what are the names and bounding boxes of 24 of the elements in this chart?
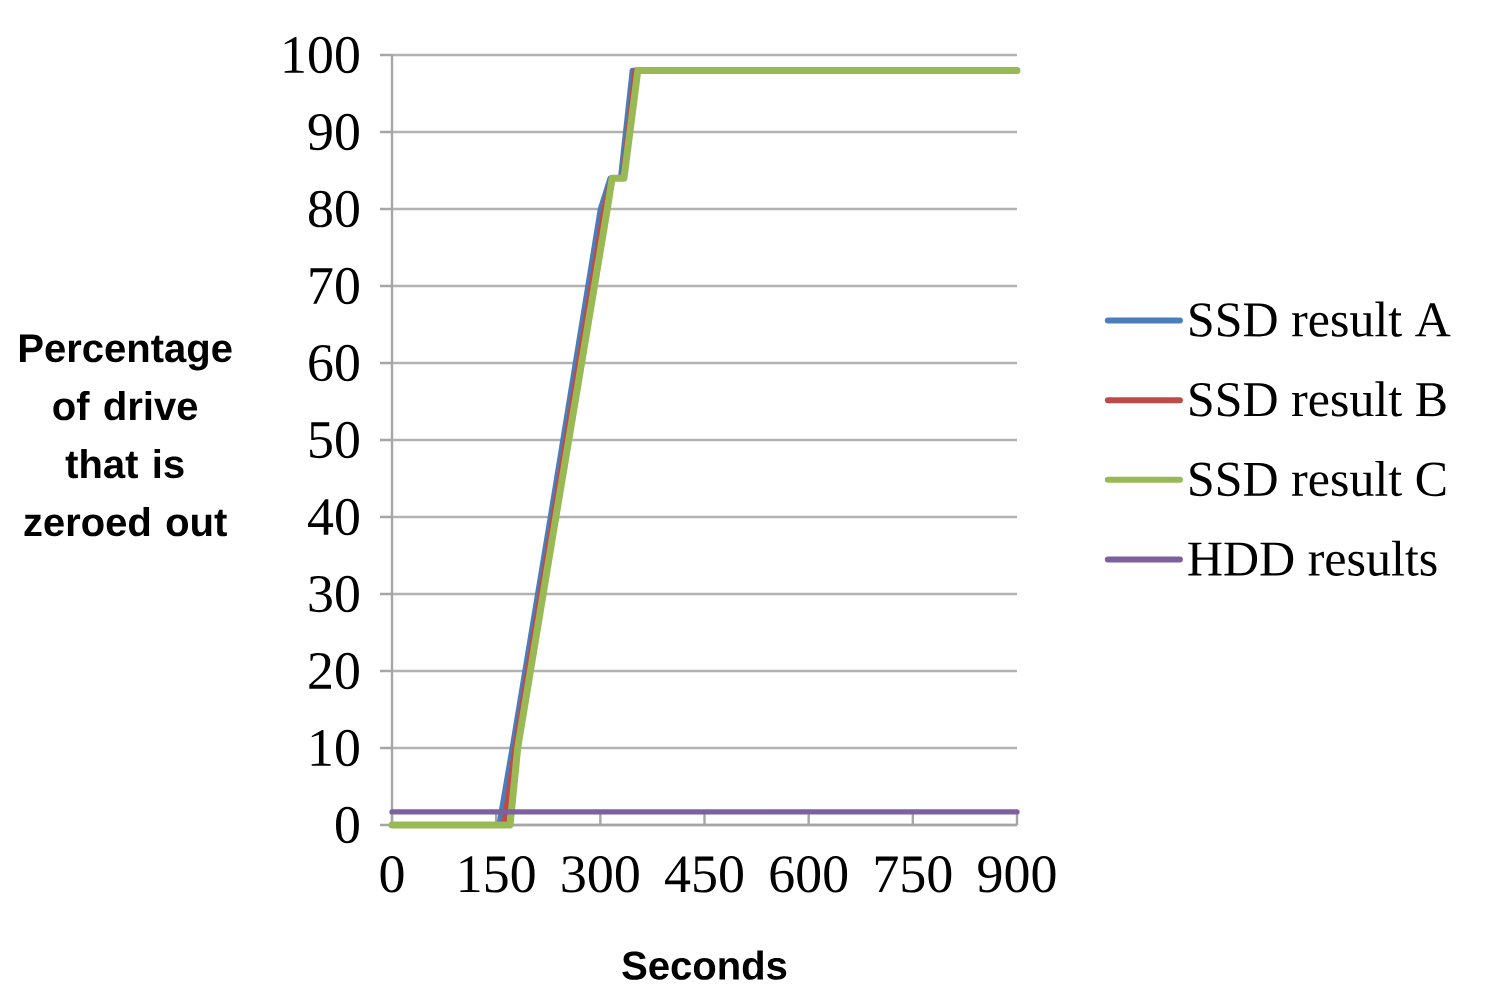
x-tick-label: 900 (978, 856, 1056, 893)
x-tick-label: 300 (562, 856, 639, 893)
legend-label: SSD result A (1190, 301, 1451, 338)
y-tick-label: 80 (309, 191, 359, 228)
y-tick-label: 50 (310, 422, 359, 459)
y-tick-label: 70 (310, 268, 359, 305)
y-tick-label: 10 (311, 730, 359, 767)
y-tick-label: 40 (308, 499, 359, 536)
y-tick-label: 20 (309, 653, 359, 690)
y-axis-title: Percentage of drive that is zeroed out (19, 334, 232, 537)
y-tick-label: 30 (309, 576, 359, 613)
y-tick-label: 90 (308, 114, 359, 151)
legend-label: SSD result B (1190, 381, 1446, 417)
x-tick-label: 450 (665, 856, 743, 893)
x-axis-title: Seconds (622, 950, 787, 981)
y-tick-label: 60 (309, 345, 359, 382)
x-tick-label: 750 (875, 856, 952, 893)
legend-label: HDD results (1188, 540, 1437, 577)
x-tick-label: 150 (460, 856, 535, 893)
x-tick-label: 0 (380, 856, 404, 893)
x-tick-label: 600 (770, 856, 848, 893)
legend-label: SSD result C (1190, 461, 1446, 497)
y-tick-label: 0 (336, 807, 359, 844)
y-tick-label: 100 (284, 37, 359, 74)
